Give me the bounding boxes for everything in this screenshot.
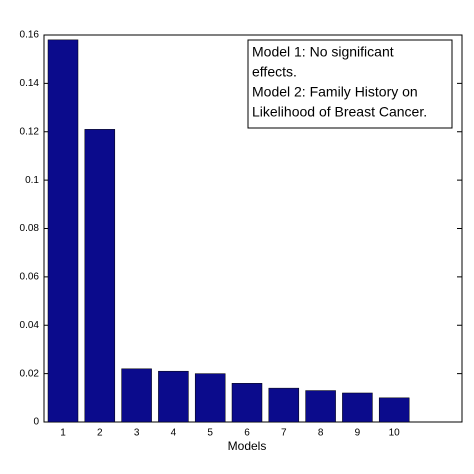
x-tick-label: 1 bbox=[60, 428, 66, 439]
x-tick-label: 4 bbox=[171, 428, 177, 439]
x-tick-label: 7 bbox=[281, 428, 287, 439]
y-tick-label: 0.14 bbox=[20, 78, 40, 89]
bar bbox=[84, 129, 116, 423]
bar bbox=[158, 370, 189, 423]
annotation-line: Model 2: Family History on bbox=[252, 84, 418, 100]
bar bbox=[305, 390, 336, 423]
bar bbox=[268, 387, 300, 423]
y-tick-label: 0 bbox=[33, 417, 39, 428]
bar bbox=[121, 368, 152, 423]
bar bbox=[47, 39, 79, 423]
y-tick-label: 0.06 bbox=[20, 272, 40, 283]
bar bbox=[342, 392, 373, 423]
y-tick-label: 0.08 bbox=[20, 223, 40, 234]
x-axis-label: Models bbox=[228, 439, 267, 453]
x-tick-label: 5 bbox=[207, 428, 213, 439]
y-tick-label: 0.16 bbox=[20, 30, 40, 41]
annotation-line: Model 1: No significant bbox=[252, 44, 394, 60]
bar bbox=[194, 373, 226, 423]
y-tick-label: 0.1 bbox=[25, 175, 39, 186]
annotation-line: effects. bbox=[252, 64, 297, 80]
bar bbox=[378, 397, 410, 423]
x-tick-label: 10 bbox=[389, 428, 401, 439]
y-tick-label: 0.02 bbox=[20, 368, 40, 379]
x-tick-label: 6 bbox=[244, 428, 250, 439]
y-tick-label: 0.12 bbox=[20, 126, 40, 137]
annotation-box bbox=[247, 39, 453, 129]
annotation-line: Likelihood of Breast Cancer. bbox=[252, 104, 427, 120]
x-tick-label: 3 bbox=[134, 428, 140, 439]
x-tick-label: 9 bbox=[355, 428, 361, 439]
x-tick-label: 2 bbox=[97, 428, 103, 439]
bar bbox=[231, 383, 263, 423]
x-tick-label: 8 bbox=[318, 428, 324, 439]
y-tick-label: 0.04 bbox=[20, 320, 40, 331]
